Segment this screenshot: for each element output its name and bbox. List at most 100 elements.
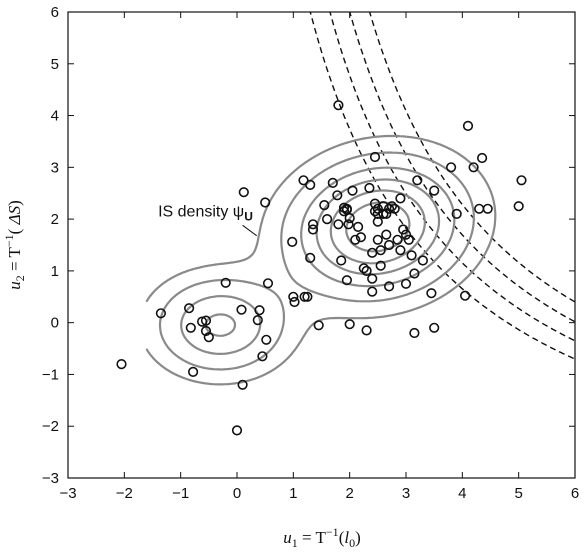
data-point xyxy=(287,236,298,247)
y-tick-label: 3 xyxy=(51,159,59,176)
x-tick-label: −3 xyxy=(59,485,76,502)
limit-state-curves xyxy=(309,12,575,360)
data-point xyxy=(344,319,355,330)
data-point xyxy=(451,208,462,219)
y-tick-label: 2 xyxy=(51,211,59,228)
data-point xyxy=(361,265,372,277)
y-axis-ticks: −3 −2 −1 0 1 2 3 4 5 6 xyxy=(42,4,575,487)
limit-state-curve-1 xyxy=(309,12,575,360)
data-point xyxy=(400,229,412,240)
x-tick-label: 4 xyxy=(458,485,466,502)
density-contour-4 xyxy=(204,178,441,337)
data-point xyxy=(409,327,420,339)
data-point xyxy=(336,255,347,266)
data-point xyxy=(341,203,353,214)
data-point xyxy=(372,216,383,227)
data-point xyxy=(384,281,395,292)
data-point xyxy=(412,175,423,186)
data-point xyxy=(409,268,420,279)
data-point xyxy=(299,291,310,302)
y-tick-label: 4 xyxy=(51,108,59,125)
data-point xyxy=(468,162,479,173)
data-point xyxy=(307,219,319,230)
data-point xyxy=(155,308,166,319)
data-point xyxy=(372,234,383,245)
data-point xyxy=(446,162,457,173)
density-contour-1 xyxy=(145,134,497,386)
annotation-leader-line xyxy=(242,224,257,237)
data-point xyxy=(417,255,429,266)
x-tick-label: 5 xyxy=(514,485,522,502)
data-point xyxy=(307,224,319,235)
x-tick-label: 6 xyxy=(571,485,579,502)
data-point xyxy=(333,100,344,111)
data-point xyxy=(327,177,338,188)
data-point xyxy=(429,322,440,333)
data-point xyxy=(384,203,395,214)
data-point xyxy=(257,351,268,362)
y-tick-label: 6 xyxy=(51,4,59,21)
data-point xyxy=(343,219,354,230)
limit-state-curve-3 xyxy=(349,12,575,323)
data-point xyxy=(332,190,343,201)
annotation-text: IS density ψU xyxy=(158,204,253,224)
is-density-contours xyxy=(145,134,497,386)
y-tick-label: −3 xyxy=(42,470,59,487)
data-point xyxy=(298,175,309,186)
data-point xyxy=(289,296,300,308)
data-point xyxy=(395,193,406,204)
data-point xyxy=(477,152,488,164)
data-point xyxy=(236,304,247,315)
y-tick-label: 0 xyxy=(51,315,59,332)
data-point xyxy=(386,201,398,212)
data-point xyxy=(333,219,344,230)
x-tick-label: −2 xyxy=(116,485,133,502)
data-point xyxy=(238,187,249,198)
y-axis-label: u2 = T−1( ΔS) xyxy=(2,200,27,290)
data-point xyxy=(353,221,364,232)
data-point xyxy=(305,179,316,190)
data-point xyxy=(389,203,400,214)
data-point xyxy=(513,201,524,212)
y-tick-label: 1 xyxy=(51,263,59,280)
data-point xyxy=(375,260,386,271)
limit-state-curve-2 xyxy=(329,12,575,342)
data-point xyxy=(361,325,372,336)
x-tick-label: −1 xyxy=(172,485,189,502)
data-point xyxy=(384,239,395,251)
data-point xyxy=(400,278,412,289)
data-point xyxy=(375,245,386,256)
limit-state-curve-4 xyxy=(368,12,575,303)
data-point xyxy=(398,224,409,235)
data-point xyxy=(313,320,324,331)
data-point xyxy=(474,203,485,214)
data-point xyxy=(344,213,355,224)
data-point xyxy=(460,290,471,301)
y-tick-label: 5 xyxy=(51,56,59,73)
data-point xyxy=(254,305,265,316)
x-tick-label: 2 xyxy=(345,485,353,502)
data-point xyxy=(200,315,212,326)
data-point xyxy=(381,208,392,219)
data-point xyxy=(403,234,414,245)
y-tick-label: −2 xyxy=(42,418,59,435)
data-point xyxy=(341,275,353,286)
data-point xyxy=(347,185,358,196)
data-point xyxy=(185,322,196,333)
density-contour-2 xyxy=(158,151,475,371)
x-axis-label: u1 = T−1(l0) xyxy=(283,525,361,550)
sample-points xyxy=(116,100,527,436)
data-point xyxy=(231,425,243,436)
x-tick-label: 0 xyxy=(233,485,241,502)
data-point xyxy=(429,185,440,196)
data-point xyxy=(237,379,248,390)
data-point xyxy=(322,214,333,225)
data-point xyxy=(116,359,127,370)
data-point xyxy=(288,291,299,302)
data-point xyxy=(372,203,383,214)
data-point xyxy=(381,229,392,240)
data-point xyxy=(188,366,199,378)
data-point xyxy=(220,277,231,288)
data-point xyxy=(392,234,403,245)
